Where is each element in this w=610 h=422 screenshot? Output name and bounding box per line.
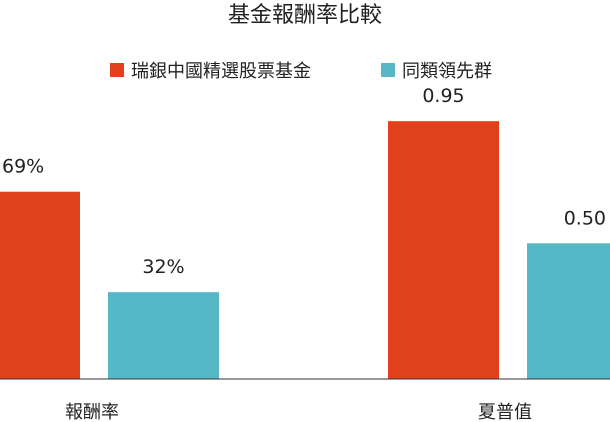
legend-swatch-ubs-china-fund bbox=[110, 63, 124, 77]
bar-return-ubs-china-fund bbox=[0, 191, 80, 379]
category-label-return: 報酬率 bbox=[65, 402, 119, 422]
value-label-sharpe-ubs-china-fund: 0.95 bbox=[422, 85, 464, 107]
bar-sharpe-ubs-china-fund bbox=[388, 121, 499, 380]
legend-swatch-peer-leaders bbox=[381, 63, 395, 77]
bar-sharpe-peer-leaders bbox=[527, 243, 610, 379]
category-label-sharpe: 夏普值 bbox=[478, 402, 532, 422]
value-labels: 69% 32% 0.95 0.50 bbox=[2, 85, 606, 278]
chart-title: 基金報酬率比較 bbox=[228, 3, 382, 28]
legend-label-ubs-china-fund: 瑞銀中國精選股票基金 bbox=[131, 61, 311, 82]
value-label-sharpe-peer-leaders: 0.50 bbox=[564, 207, 606, 229]
legend: 瑞銀中國精選股票基金 同類領先群 bbox=[110, 61, 492, 82]
bars bbox=[0, 121, 610, 380]
bar-return-peer-leaders bbox=[108, 292, 219, 379]
value-label-return-ubs-china-fund: 69% bbox=[2, 156, 44, 178]
legend-label-peer-leaders: 同類領先群 bbox=[402, 61, 492, 82]
value-label-return-peer-leaders: 32% bbox=[142, 256, 184, 278]
